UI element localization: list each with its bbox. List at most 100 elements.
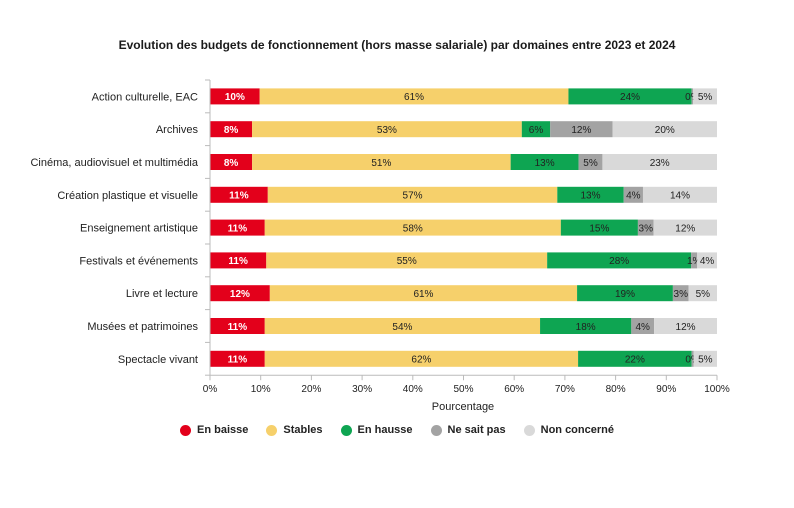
legend-label: En hausse — [357, 424, 413, 436]
data-label: 24% — [620, 92, 640, 103]
x-tick-label: 10% — [251, 384, 271, 395]
x-tick-label: 80% — [606, 384, 626, 395]
data-label: 11% — [228, 256, 248, 267]
data-label: 8% — [224, 158, 239, 169]
bar-segment-non-concern- — [693, 88, 717, 105]
data-label: 8% — [224, 125, 239, 136]
bar-segment-non-concern- — [697, 252, 717, 269]
bar-segment-stables — [252, 154, 511, 170]
x-tick-label: 30% — [352, 384, 372, 395]
bar-segment-non-concern- — [602, 154, 717, 170]
category-label: Action culturelle, EAC — [92, 91, 198, 103]
x-tick-label: 60% — [504, 384, 524, 395]
bar-segment-stables — [266, 252, 548, 269]
bar-segment-en-hausse — [577, 285, 673, 302]
data-label: 3% — [639, 223, 654, 234]
data-label: 22% — [625, 355, 645, 366]
category-label: Festivals et événements — [79, 255, 198, 267]
legend: En baisse Stables En hausse Ne sait pas Non … — [0, 424, 794, 439]
data-label: 61% — [404, 92, 424, 103]
data-label: 4% — [626, 191, 641, 202]
x-tick-label: 50% — [453, 384, 473, 395]
legend-label: Non concerné — [540, 424, 614, 436]
data-label: 6% — [529, 125, 544, 136]
bar-segment-ne-sait-pas — [623, 186, 643, 203]
data-label: 57% — [403, 191, 423, 202]
data-label: 53% — [377, 125, 397, 136]
x-tick-label: 100% — [704, 384, 730, 395]
legend-label: En baisse — [197, 424, 249, 436]
data-label: 5% — [698, 92, 713, 103]
data-label: 23% — [650, 158, 670, 169]
bar-segment-en-baisse — [210, 154, 253, 170]
data-label: 58% — [403, 223, 423, 234]
data-label: 0% — [685, 355, 700, 366]
legend-item[interactable]: Ne sait pas — [430, 424, 506, 436]
bar-segment-stables — [252, 121, 522, 138]
bar-segment-en-baisse — [210, 88, 260, 105]
data-label: 4% — [700, 256, 715, 267]
bar-segment-en-baisse — [210, 186, 268, 203]
data-label: 13% — [535, 158, 555, 169]
x-axis-title: Pourcentage — [432, 401, 494, 413]
bar-segment-stables — [267, 186, 558, 203]
axis-layer: Action culturelle, EAC Archives Cinéma, au… — [30, 79, 730, 395]
x-tick-label: 70% — [555, 384, 575, 395]
bar-segment-non-concern- — [653, 219, 717, 236]
category-label: Musées et patrimoines — [87, 321, 198, 333]
legend-swatch — [430, 424, 442, 436]
category-label: Archives — [156, 124, 199, 136]
legend-item[interactable]: En baisse — [180, 424, 248, 436]
bar-segment-en-hausse — [547, 252, 692, 269]
bar-segment-en-baisse — [210, 252, 267, 269]
bar-segment-ne-sait-pas — [637, 219, 654, 236]
data-label: 12% — [571, 125, 591, 136]
bar-segment-en-hausse — [560, 219, 638, 236]
data-label: 11% — [228, 322, 248, 333]
bar-segment-en-hausse — [557, 186, 624, 203]
data-label: 54% — [392, 322, 412, 333]
bar-segment-en-baisse — [210, 219, 265, 236]
bar-segment-en-hausse — [521, 121, 551, 138]
data-label: 1% — [687, 256, 702, 267]
bar-segment-stables — [264, 318, 541, 334]
legend-swatch — [266, 424, 278, 436]
bar-segment-stables — [264, 350, 579, 367]
x-tick-label: 20% — [301, 384, 321, 395]
bar-segment-ne-sait-pas — [672, 285, 689, 302]
data-label: 18% — [576, 322, 596, 333]
legend-item[interactable]: Stables — [266, 424, 323, 436]
data-label: 5% — [698, 355, 713, 366]
legend-swatch — [340, 424, 352, 436]
data-label: 12% — [675, 223, 695, 234]
legend-item[interactable]: Non concerné — [523, 424, 614, 436]
data-label: 20% — [655, 125, 675, 136]
data-label: 12% — [230, 289, 250, 300]
legend-item[interactable]: En hausse — [340, 424, 413, 436]
data-label: 19% — [615, 289, 635, 300]
x-tick-label: 40% — [403, 384, 423, 395]
data-label: 0% — [685, 92, 700, 103]
bar-segment-stables — [269, 285, 578, 302]
data-label: 11% — [228, 223, 248, 234]
bars-layer: 10% 61% 24% 0%5%8% 53% 6% 12% 20%8% 51% 13% 5% 23%1… — [210, 88, 717, 367]
data-label: 4% — [635, 322, 650, 333]
legend-swatch — [180, 424, 191, 436]
bar-segment-en-hausse — [510, 154, 579, 170]
bar-segment-en-baisse — [210, 121, 253, 138]
bar-segment-en-baisse — [210, 350, 265, 367]
bar-segment-ne-sait-pas — [550, 121, 613, 138]
chart-title: Evolution des budgets de fonctionnement … — [118, 38, 676, 52]
bar-segment-stables — [264, 219, 561, 236]
data-label: 5% — [696, 289, 711, 300]
data-label: 62% — [411, 355, 431, 366]
bar-segment-non-concern- — [654, 318, 717, 334]
data-label: 12% — [676, 322, 696, 333]
legend-label: Ne sait pas — [447, 424, 506, 436]
data-label: 11% — [228, 355, 248, 366]
category-label: Création plastique et visuelle — [57, 190, 198, 202]
data-label: 13% — [580, 191, 600, 202]
data-label: 28% — [609, 256, 629, 267]
